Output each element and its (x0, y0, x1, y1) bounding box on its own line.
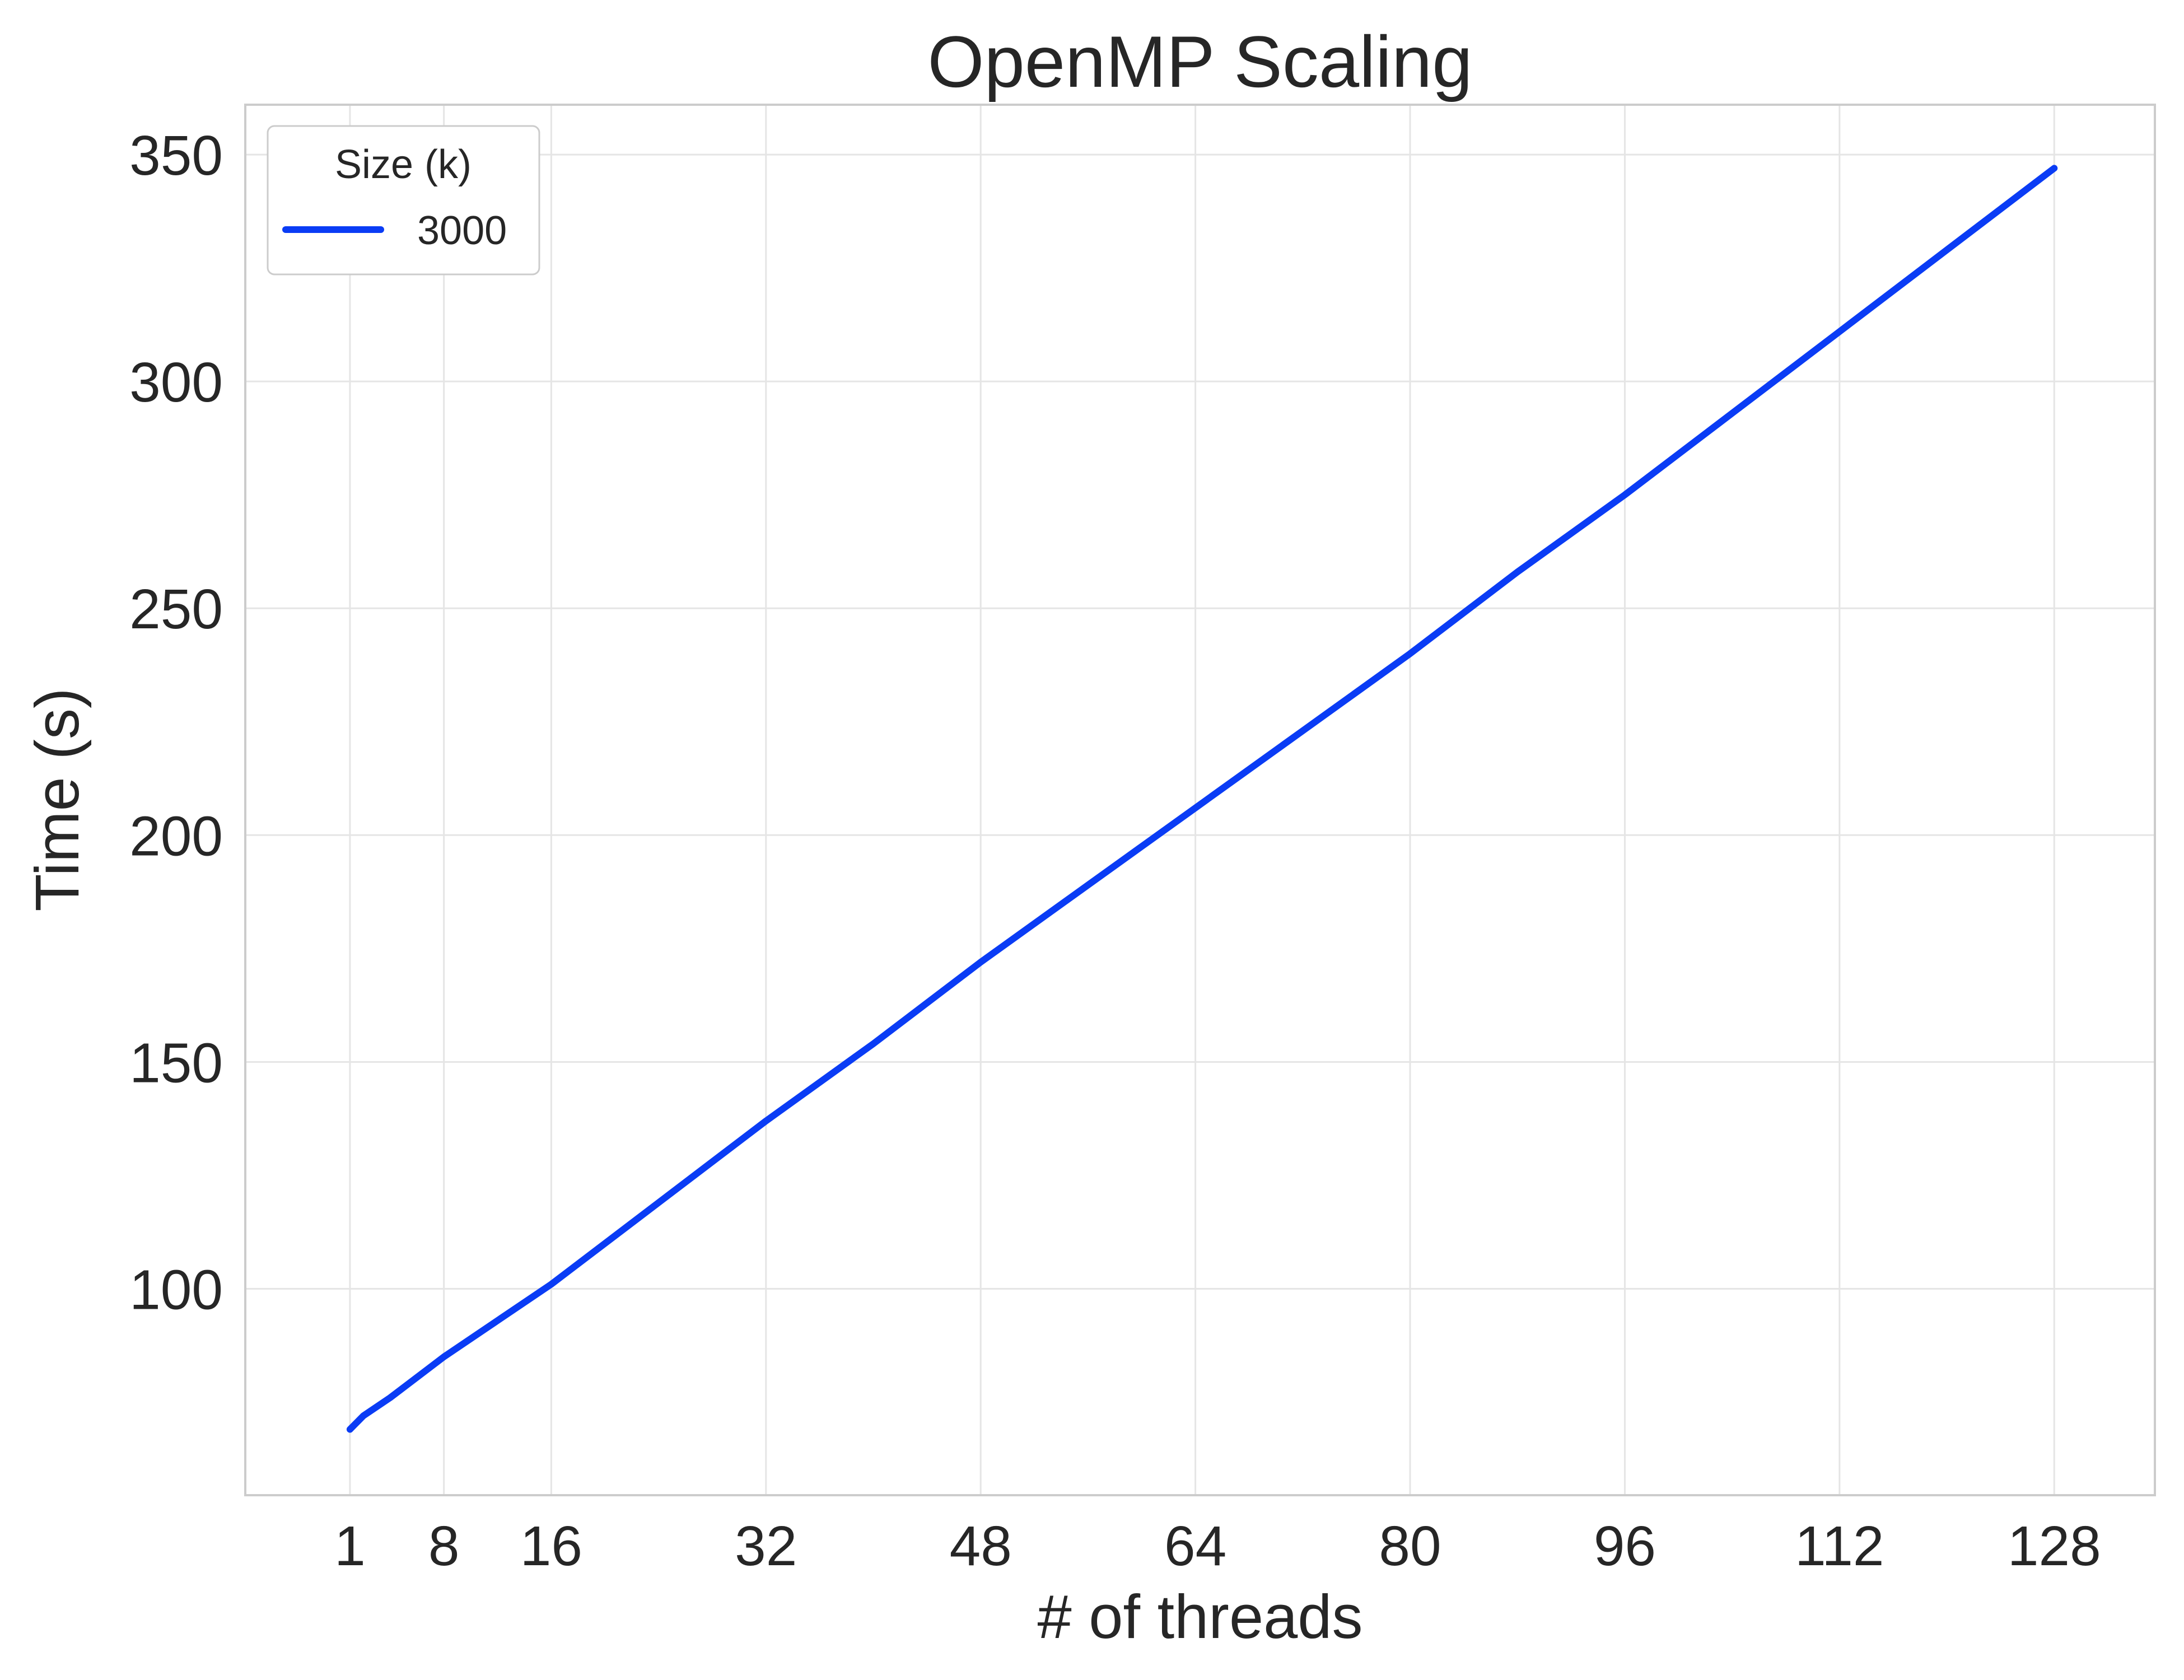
x-tick-labels: 1 8 16 32 48 64 80 96 112 128 (334, 1515, 2101, 1578)
chart-title: OpenMP Scaling (927, 21, 1472, 102)
y-tick-label-100: 100 (129, 1258, 223, 1321)
x-tick-label-16: 16 (520, 1515, 582, 1578)
y-tick-label-150: 150 (129, 1032, 223, 1094)
y-tick-label-250: 250 (129, 578, 223, 641)
x-tick-label-128: 128 (2008, 1515, 2101, 1578)
series-layer (346, 165, 2058, 1433)
x-tick-label-80: 80 (1379, 1515, 1441, 1578)
legend-box (267, 125, 540, 276)
x-tick-label-64: 64 (1164, 1515, 1226, 1578)
legend-title: Size (k) (335, 142, 472, 187)
legend-label-3000: 3000 (417, 208, 507, 253)
y-axis-title: Time (s) (23, 688, 92, 911)
y-tick-label-200: 200 (129, 805, 223, 867)
x-tick-label-48: 48 (950, 1515, 1012, 1578)
y-tick-label-350: 350 (129, 124, 223, 187)
y-tick-label-300: 300 (129, 351, 223, 414)
plot-frame (244, 104, 2156, 1496)
x-tick-label-112: 112 (1795, 1515, 1884, 1578)
legend: Size (k) 3000 (267, 125, 540, 276)
series-line-3000 (346, 165, 2058, 1433)
x-tick-label-8: 8 (428, 1515, 460, 1578)
x-axis-title: # of threads (1038, 1583, 1363, 1651)
gridlines (245, 105, 2155, 1495)
y-tick-labels: 100 150 200 250 300 350 (129, 124, 223, 1321)
x-tick-label-32: 32 (735, 1515, 797, 1578)
x-tick-label-1: 1 (334, 1515, 366, 1578)
x-tick-label-96: 96 (1594, 1515, 1656, 1578)
